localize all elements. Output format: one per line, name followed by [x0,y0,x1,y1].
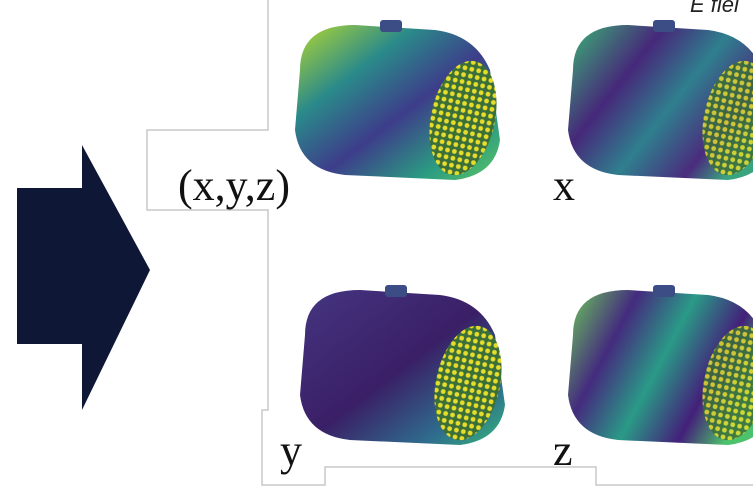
render-y [300,285,511,446]
render-z [568,285,753,446]
top-note: E fiel [690,0,740,17]
render-x [568,20,753,181]
arrow [17,145,150,410]
panel-label: (x,y,z) [178,161,290,210]
panel-label: y [280,426,302,475]
panel-label: x [553,161,575,210]
figure: E fiel (x,y,z) x y z [0,0,753,487]
panel-label: z [553,426,573,475]
render-xyz [295,20,506,181]
